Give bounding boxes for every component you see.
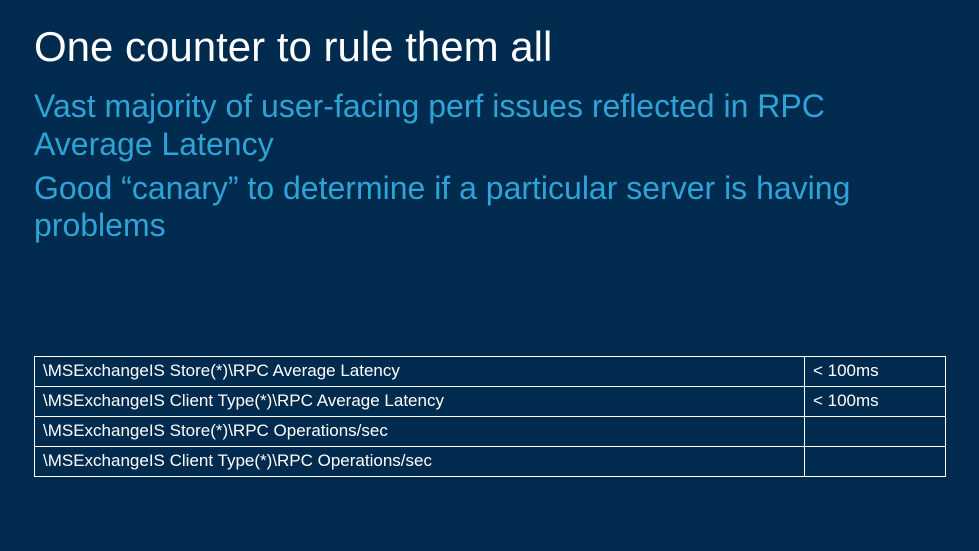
- table-row: \MSExchangeIS Client Type(*)\RPC Average…: [35, 387, 946, 417]
- counter-cell: \MSExchangeIS Store(*)\RPC Operations/se…: [35, 417, 805, 447]
- slide-title: One counter to rule them all: [34, 24, 945, 70]
- threshold-cell: < 100ms: [805, 357, 946, 387]
- counter-cell: \MSExchangeIS Client Type(*)\RPC Operati…: [35, 447, 805, 477]
- slide-subtitle: Vast majority of user-facing perf issues…: [34, 88, 945, 245]
- counter-table: \MSExchangeIS Store(*)\RPC Average Laten…: [34, 356, 946, 477]
- table-row: \MSExchangeIS Store(*)\RPC Average Laten…: [35, 357, 946, 387]
- threshold-cell: [805, 417, 946, 447]
- counter-cell: \MSExchangeIS Client Type(*)\RPC Average…: [35, 387, 805, 417]
- subtitle-line-1: Vast majority of user-facing perf issues…: [34, 88, 825, 162]
- table-row: \MSExchangeIS Client Type(*)\RPC Operati…: [35, 447, 946, 477]
- subtitle-line-2: Good “canary” to determine if a particul…: [34, 170, 945, 246]
- slide: One counter to rule them all Vast majori…: [0, 0, 979, 551]
- counter-table-container: \MSExchangeIS Store(*)\RPC Average Laten…: [34, 356, 945, 477]
- table-row: \MSExchangeIS Store(*)\RPC Operations/se…: [35, 417, 946, 447]
- threshold-cell: < 100ms: [805, 387, 946, 417]
- counter-cell: \MSExchangeIS Store(*)\RPC Average Laten…: [35, 357, 805, 387]
- threshold-cell: [805, 447, 946, 477]
